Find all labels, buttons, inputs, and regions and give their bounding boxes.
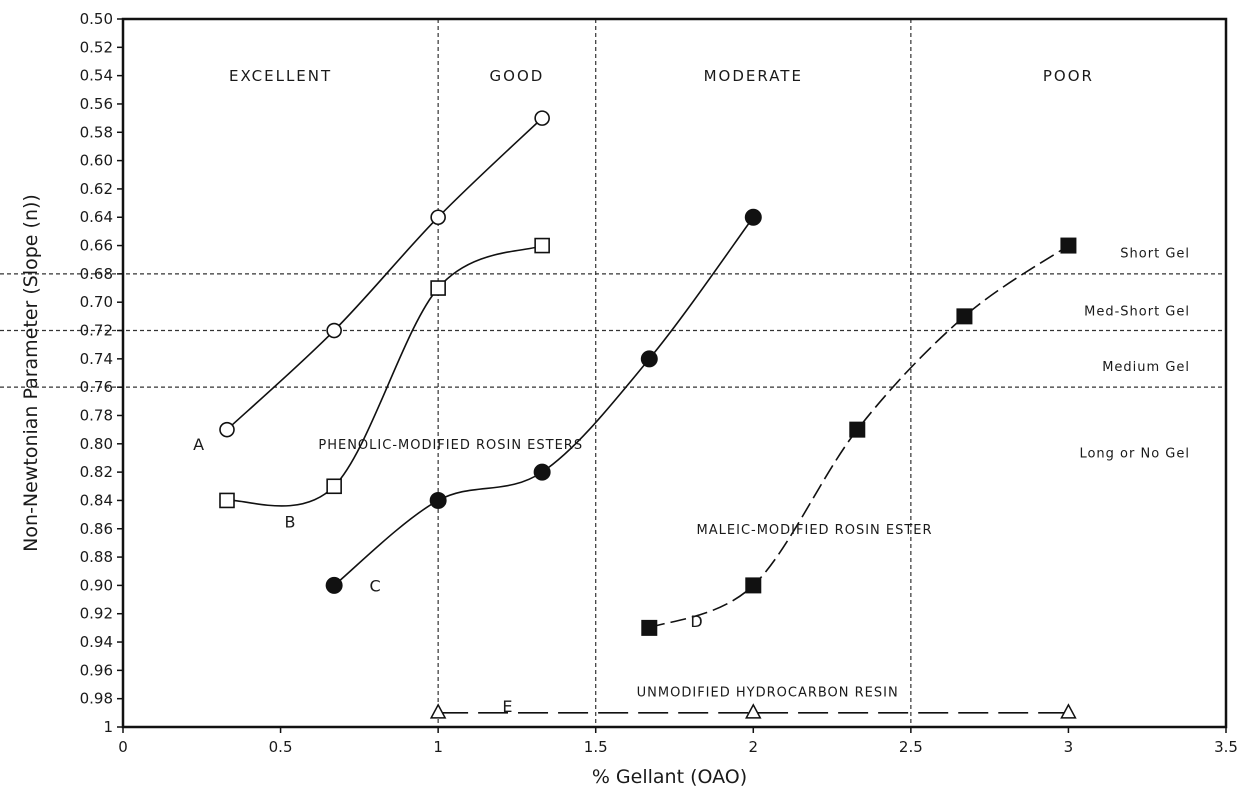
y-tick-label: 0.52 <box>80 38 113 56</box>
series-line-a <box>226 117 543 431</box>
region-label-moderate: MODERATE <box>704 67 803 85</box>
x-tick-label: 3.5 <box>1214 738 1238 756</box>
x-tick-label: 2.5 <box>899 738 923 756</box>
plot-frame <box>121 17 1228 729</box>
data-point-b <box>326 478 342 495</box>
y-tick-label: 0.82 <box>80 463 113 481</box>
y-tick-label: 0.92 <box>80 605 113 623</box>
y-tick-label: 0.58 <box>80 123 113 141</box>
y-tick-label: 0.80 <box>80 435 113 453</box>
annotation: UNMODIFIED HYDROCARBON RESIN <box>637 686 899 701</box>
series-label-d: D <box>690 612 702 631</box>
data-point-a <box>219 421 235 438</box>
y-axis-title: Non-Newtonian Parameter (Slope (n)) <box>20 194 42 552</box>
x-tick-label: 1 <box>433 738 443 756</box>
series-markers <box>219 110 1077 719</box>
x-tick-label: 2 <box>749 738 759 756</box>
x-axis-title: % Gellant (OAO) <box>592 766 747 788</box>
y-tick-label: 0.68 <box>80 265 113 283</box>
data-point-c <box>325 576 343 594</box>
x-tick-label: 0 <box>118 738 128 756</box>
series-label-a: A <box>193 435 204 454</box>
y-tick-label: 0.62 <box>80 180 113 198</box>
data-point-e <box>1060 703 1077 719</box>
data-point-a <box>326 322 342 339</box>
data-point-d <box>745 577 762 594</box>
annotation: MALEIC-MODIFIED ROSIN ESTER <box>697 523 933 538</box>
data-point-b <box>219 492 235 509</box>
y-tick-label: 0.94 <box>80 633 113 651</box>
series-line-c <box>333 216 754 587</box>
x-tick-label: 3 <box>1064 738 1074 756</box>
y-tick-label: 0.86 <box>80 520 113 538</box>
y-tick-label: 0.98 <box>80 690 113 708</box>
series-line-b <box>226 244 543 507</box>
y-tick-label: 0.70 <box>80 293 113 311</box>
series-label-c: C <box>370 576 381 595</box>
y-tick-label: 0.66 <box>80 237 113 255</box>
gel-label: Med-Short Gel <box>1084 305 1190 320</box>
y-tick-label: 0.78 <box>80 406 113 424</box>
y-tick-label: 0.72 <box>80 322 113 340</box>
data-point-d <box>1060 237 1077 254</box>
divider-lines <box>0 19 1226 727</box>
y-tick-label: 0.54 <box>80 67 113 85</box>
region-label-good: GOOD <box>490 67 545 85</box>
data-point-d <box>641 619 658 636</box>
y-tick-label: 0.60 <box>80 152 113 170</box>
gel-label: Medium Gel <box>1102 360 1190 375</box>
data-point-c <box>429 491 447 509</box>
y-tick-label: 0.64 <box>80 208 113 226</box>
y-tick-label: 0.90 <box>80 576 113 594</box>
y-tick-label: 0.74 <box>80 350 113 368</box>
gel-label: Short Gel <box>1120 247 1190 262</box>
series-label-e: E <box>502 697 512 716</box>
y-tick-label: 0.96 <box>80 661 113 679</box>
data-point-c <box>640 350 658 368</box>
data-point-b <box>430 280 446 296</box>
y-tick-label: 0.56 <box>80 95 113 113</box>
data-point-a <box>534 110 550 126</box>
data-point-d <box>849 421 866 438</box>
data-point-d <box>956 308 973 325</box>
data-point-b <box>534 237 550 254</box>
data-point-c <box>744 208 762 226</box>
y-tick-label: 0.50 <box>80 10 113 28</box>
y-tick-label: 0.76 <box>80 378 113 396</box>
x-tick-label: 1.5 <box>584 738 608 756</box>
y-tick-label: 0.84 <box>80 491 113 509</box>
axes <box>117 17 1228 733</box>
region-label-poor: POOR <box>1043 67 1094 85</box>
series-label-b: B <box>285 513 296 532</box>
x-tick-label: 0.5 <box>269 738 293 756</box>
y-tick-label: 0.88 <box>80 548 113 566</box>
gel-label: Long or No Gel <box>1079 446 1190 461</box>
labels: 0.500.520.540.560.580.600.620.640.660.68… <box>20 10 1238 788</box>
region-label-excellent: EXCELLENT <box>229 67 332 85</box>
annotation: PHENOLIC-MODIFIED ROSIN ESTERS <box>318 438 583 453</box>
data-point-e <box>429 703 447 719</box>
data-point-a <box>430 209 446 226</box>
data-point-c <box>533 463 551 481</box>
data-point-e <box>745 703 762 719</box>
y-tick-label: 1 <box>103 718 113 736</box>
